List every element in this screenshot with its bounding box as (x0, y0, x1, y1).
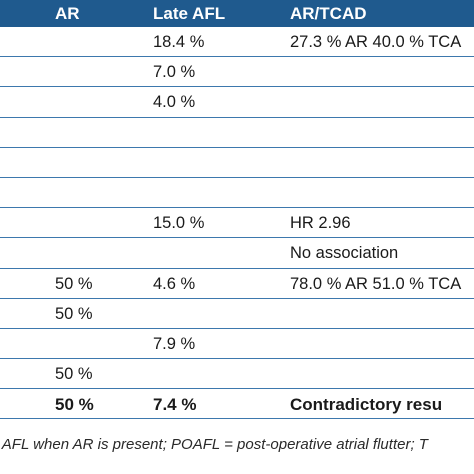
table-row: 7.9 % (0, 329, 474, 360)
cell-late-afl: 7.9 % (153, 334, 196, 353)
cell-ar-tcad: HR 2.96 (290, 214, 351, 233)
header-ar: AR (55, 4, 80, 23)
cell-ar: 50 % (55, 395, 94, 415)
table-body: 18.4 % 27.3 % AR 40.0 % TCA 7.0 % 4.0 % 15.0… (0, 27, 474, 420)
footnote-text: f AFL when AR is present; POAFL = post-o… (0, 436, 428, 453)
header-ar-tcad: AR/TCAD (290, 4, 367, 23)
cell-ar: 50 % (55, 304, 93, 323)
cell-late-afl: 7.0 % (153, 63, 196, 82)
table-row (0, 148, 474, 178)
cell-ar-tcad: Contradictory resu (290, 395, 443, 415)
cell-ar-tcad: No association (290, 244, 399, 263)
table-footnote: f AFL when AR is present; POAFL = post-o… (0, 432, 474, 474)
cell-late-afl: 15.0 % (153, 214, 205, 233)
cell-late-afl: 18.4 % (153, 33, 205, 51)
cell-ar-tcad: 27.3 % AR 40.0 % TCA (290, 33, 462, 51)
table-row (0, 178, 474, 209)
table-header: AR Late AFL AR/TCAD (0, 0, 474, 27)
cell-ar: 50 % (55, 365, 93, 384)
table-row: 7.0 % (0, 57, 474, 88)
header-late-afl: Late AFL (153, 4, 226, 23)
table-row (0, 118, 474, 148)
table-row: 50 % 4.6 % 78.0 % AR 51.0 % TCA (0, 269, 474, 299)
table-total-row: 50 % 7.4 % Contradictory resu (0, 389, 474, 420)
cell-late-afl: 4.6 % (153, 274, 196, 293)
table-row: 4.0 % (0, 87, 474, 118)
table-row: 50 % (0, 359, 474, 390)
cell-ar-tcad: 78.0 % AR 51.0 % TCA (290, 274, 462, 293)
cell-late-afl: 4.0 % (153, 93, 196, 112)
cell-ar: 50 % (55, 274, 93, 293)
table-row: 18.4 % 27.3 % AR 40.0 % TCA (0, 27, 474, 58)
table-row: 50 % (0, 299, 474, 329)
table-row: 15.0 % HR 2.96 (0, 208, 474, 239)
table-row: No association (0, 238, 474, 269)
cell-late-afl: 7.4 % (153, 395, 197, 415)
